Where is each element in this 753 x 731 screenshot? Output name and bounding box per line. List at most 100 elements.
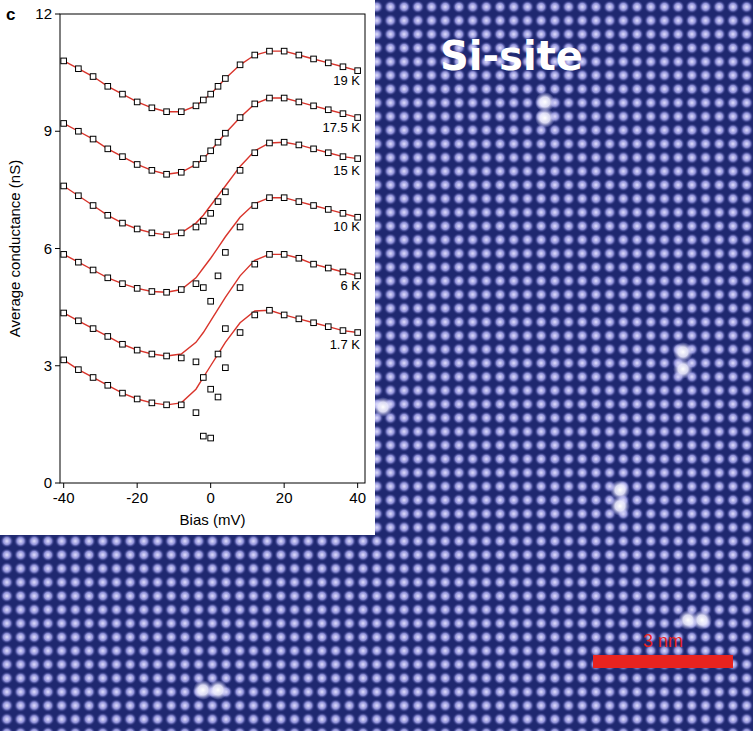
scale-bar-label: 3 nm: [643, 631, 683, 651]
data-point: [193, 281, 199, 287]
data-point: [208, 148, 214, 154]
data-point: [164, 289, 170, 295]
series-label: 6 K: [340, 278, 360, 293]
data-point: [281, 95, 287, 101]
data-point: [325, 207, 331, 213]
data-point: [296, 199, 302, 205]
y-axis-title: Average conductance (nS): [6, 160, 23, 337]
data-point: [208, 435, 214, 441]
data-point: [215, 199, 221, 205]
data-point: [325, 60, 331, 66]
series-label: 15 K: [333, 163, 360, 178]
plot-frame: [60, 14, 365, 483]
data-point: [120, 220, 126, 226]
data-point: [149, 351, 155, 357]
y-tick: [55, 131, 60, 132]
data-point: [76, 193, 82, 199]
plot-area: [61, 48, 361, 441]
data-point: [90, 375, 96, 381]
panel-label: c: [6, 5, 15, 24]
stm-image: [0, 0, 753, 731]
x-tick-label: 40: [349, 489, 366, 506]
data-point: [178, 402, 184, 408]
y-tick: [55, 14, 60, 15]
data-point: [178, 109, 184, 115]
data-point: [215, 84, 221, 90]
fit-line: [64, 98, 358, 174]
figure: Si-site3 nmc036912-40-2002040Bias (mV)Av…: [0, 0, 753, 731]
data-point: [120, 154, 126, 160]
data-point: [223, 76, 229, 82]
data-point: [61, 252, 67, 258]
data-point: [325, 324, 331, 330]
data-point: [296, 142, 302, 148]
data-point: [237, 168, 243, 174]
data-point: [134, 99, 140, 105]
data-point: [61, 357, 67, 363]
data-point: [237, 330, 243, 336]
data-point: [252, 261, 258, 267]
data-point: [223, 189, 229, 195]
data-point: [267, 48, 273, 54]
data-point: [76, 259, 82, 265]
inset-background: [0, 0, 375, 535]
data-point: [223, 250, 229, 256]
data-point: [61, 310, 67, 316]
y-tick-label: 12: [35, 5, 52, 22]
data-point: [149, 289, 155, 295]
data-point: [90, 267, 96, 273]
x-tick: [137, 483, 138, 488]
data-point: [105, 146, 111, 152]
y-tick-label: 0: [44, 474, 52, 491]
data-point: [311, 103, 317, 109]
data-point: [296, 52, 302, 58]
y-tick: [55, 248, 60, 249]
data-point: [90, 203, 96, 209]
data-point: [325, 150, 331, 156]
data-point: [90, 136, 96, 142]
data-point: [237, 224, 243, 230]
data-point: [281, 48, 287, 54]
fit-line: [64, 51, 358, 112]
series-label: 19 K: [333, 73, 360, 88]
data-point: [105, 334, 111, 340]
x-tick-label: -20: [126, 489, 148, 506]
data-point: [325, 265, 331, 271]
data-point: [164, 232, 170, 238]
site-label: Si-site: [440, 33, 583, 79]
bright-defect: [673, 359, 693, 379]
data-point: [149, 168, 155, 174]
data-point: [223, 130, 229, 136]
data-point: [252, 312, 258, 318]
x-tick-label: 20: [276, 489, 293, 506]
data-point: [281, 195, 287, 201]
data-point: [267, 140, 273, 146]
data-point: [201, 433, 207, 439]
data-point: [193, 410, 199, 416]
y-tick-label: 6: [44, 240, 52, 257]
data-point: [296, 99, 302, 105]
data-point: [164, 353, 170, 359]
bright-defect: [208, 680, 228, 700]
data-point: [355, 330, 361, 336]
x-tick: [284, 483, 285, 488]
data-point: [90, 326, 96, 332]
data-point: [90, 74, 96, 80]
data-point: [215, 139, 221, 145]
data-point: [208, 298, 214, 304]
data-point: [201, 156, 207, 162]
data-point: [252, 52, 258, 58]
data-point: [215, 273, 221, 279]
data-point: [201, 375, 207, 381]
y-tick-label: 3: [44, 357, 52, 374]
data-point: [208, 386, 214, 392]
data-point: [340, 154, 346, 160]
data-point: [201, 285, 207, 291]
x-tick: [357, 483, 358, 488]
data-point: [193, 162, 199, 168]
data-point: [252, 203, 258, 209]
data-point: [325, 107, 331, 113]
x-tick-label: -40: [53, 489, 75, 506]
data-point: [340, 64, 346, 70]
data-point: [120, 91, 126, 97]
